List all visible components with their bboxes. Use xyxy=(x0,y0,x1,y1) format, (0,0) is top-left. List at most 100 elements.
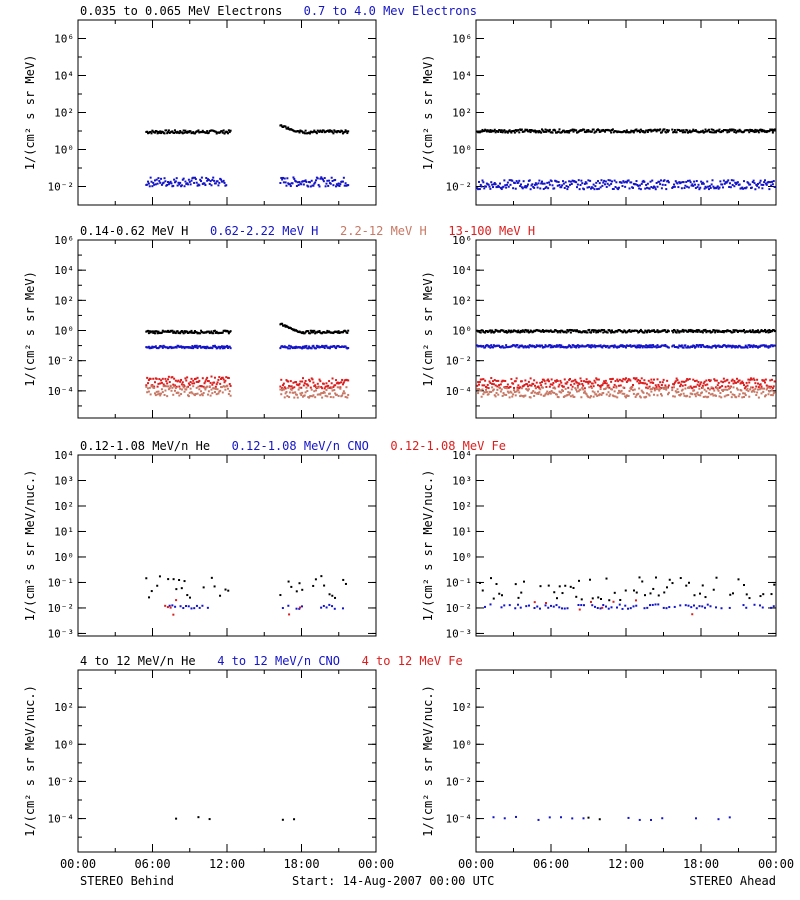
legend-entry-energetic-ions-1: 4 to 12 MeV/n CNO xyxy=(217,654,340,668)
data-point-protons-0-3-42 xyxy=(315,344,318,347)
y-tick-label-energetic-ions-0-0: 10⁻⁴ xyxy=(48,813,75,826)
data-point-electrons-0-1-77 xyxy=(346,132,349,135)
data-point-protons-1-5-48 xyxy=(518,391,521,394)
data-point-protons-1-3-75 xyxy=(736,346,739,349)
data-point-protons-1-3-112 xyxy=(769,345,772,348)
y-tick-label-protons-0-2: 10⁰ xyxy=(54,325,74,338)
data-point-energetic-ions-1-1-1 xyxy=(598,818,601,821)
data-point-electrons-1-0-51 xyxy=(520,128,523,131)
data-point-protons-0-0-62 xyxy=(199,332,202,335)
data-point-protons-1-4-158 xyxy=(614,380,617,383)
data-point-electrons-0-3-1 xyxy=(280,176,283,179)
data-point-protons-1-6-101 xyxy=(759,383,762,386)
data-point-protons-1-3-45 xyxy=(710,346,713,349)
data-point-electrons-1-1-99 xyxy=(757,131,760,134)
data-point-protons-0-4-42 xyxy=(181,381,184,384)
data-point-electrons-1-3-77 xyxy=(738,183,741,186)
data-point-electrons-1-0-78 xyxy=(544,128,547,131)
data-point-protons-1-7-95 xyxy=(754,387,757,390)
data-point-electrons-0-2-49 xyxy=(187,178,190,181)
data-point-energetic-ions-0-0-3 xyxy=(197,816,200,819)
data-point-suprathermal-ions-1-1-51 xyxy=(621,607,624,610)
data-point-electrons-1-0-61 xyxy=(529,131,532,134)
y-tick-label-electrons-0-3: 10⁴ xyxy=(54,70,74,83)
data-point-electrons-1-2-204 xyxy=(654,188,657,191)
data-point-suprathermal-ions-0-0-16 xyxy=(188,596,191,599)
data-point-protons-0-0-13 xyxy=(156,332,159,335)
data-point-protons-1-5-126 xyxy=(586,395,589,398)
data-point-electrons-0-0-21 xyxy=(163,132,166,135)
data-point-protons-1-0-84 xyxy=(549,329,552,332)
data-point-protons-0-5-80 xyxy=(214,387,217,390)
data-point-electrons-1-2-19 xyxy=(492,183,495,186)
data-point-electrons-0-2-89 xyxy=(222,179,225,182)
y-tick-label-protons-1-3: 10² xyxy=(452,294,472,307)
data-point-suprathermal-ions-1-0-57 xyxy=(633,589,635,592)
data-point-protons-1-4-199 xyxy=(650,378,653,381)
data-point-electrons-1-0-153 xyxy=(610,131,613,134)
data-point-electrons-1-3-45 xyxy=(710,183,713,186)
data-point-electrons-0-3-2 xyxy=(281,178,284,181)
data-point-electrons-1-3-35 xyxy=(701,181,704,184)
data-point-protons-1-7-5 xyxy=(675,391,678,394)
data-point-electrons-1-1-95 xyxy=(754,128,757,131)
data-point-protons-1-5-194 xyxy=(646,392,648,395)
data-point-suprathermal-ions-1-1-36 xyxy=(580,604,583,607)
data-point-suprathermal-ions-1-2-17 xyxy=(691,613,694,616)
data-point-suprathermal-ions-1-0-95 xyxy=(737,578,740,581)
data-point-protons-1-4-197 xyxy=(648,385,651,388)
data-point-protons-1-5-32 xyxy=(504,387,507,390)
data-point-electrons-1-2-168 xyxy=(623,181,626,184)
data-point-electrons-0-2-13 xyxy=(156,182,159,185)
data-point-electrons-1-2-210 xyxy=(660,179,662,182)
data-point-protons-1-7-62 xyxy=(725,394,728,397)
data-point-electrons-0-0-49 xyxy=(187,131,190,134)
data-point-electrons-1-2-216 xyxy=(665,188,668,191)
data-point-suprathermal-ions-0-2-5 xyxy=(171,604,174,607)
data-point-electrons-0-3-69 xyxy=(339,183,342,186)
data-point-protons-1-1-5 xyxy=(675,331,678,334)
data-point-electrons-1-2-23 xyxy=(496,185,499,188)
data-point-protons-1-2-112 xyxy=(574,345,577,348)
data-point-protons-1-7-116 xyxy=(772,392,775,395)
data-point-protons-1-1-20 xyxy=(688,330,691,333)
data-point-protons-1-1-105 xyxy=(763,330,766,333)
data-point-protons-0-0-2 xyxy=(147,329,150,332)
data-point-protons-1-6-61 xyxy=(724,385,727,388)
data-point-electrons-1-0-54 xyxy=(523,130,526,133)
data-point-protons-1-2-127 xyxy=(587,344,590,347)
data-point-suprathermal-ions-0-5-4 xyxy=(299,606,302,609)
data-point-electrons-0-2-42 xyxy=(181,178,184,181)
data-point-electrons-1-1-76 xyxy=(737,130,740,133)
data-point-suprathermal-ions-1-0-17 xyxy=(523,580,525,583)
data-point-electrons-1-0-192 xyxy=(644,131,647,134)
y-tick-label-protons-0-3: 10² xyxy=(54,294,74,307)
data-point-electrons-1-1-37 xyxy=(703,130,706,133)
data-point-suprathermal-ions-1-0-41 xyxy=(589,578,591,581)
data-point-electrons-1-0-218 xyxy=(667,130,669,133)
data-point-protons-0-5-52 xyxy=(190,391,193,394)
data-point-electrons-1-0-31 xyxy=(503,129,506,132)
data-point-suprathermal-ions-1-0-52 xyxy=(619,598,622,601)
data-point-suprathermal-ions-1-0-34 xyxy=(569,585,572,588)
data-point-protons-1-1-106 xyxy=(764,328,766,331)
data-point-protons-1-0-133 xyxy=(592,330,595,333)
data-point-protons-0-0-12 xyxy=(155,330,158,333)
data-point-protons-1-2-83 xyxy=(548,344,551,347)
data-point-protons-1-2-206 xyxy=(656,344,659,347)
data-point-electrons-1-2-146 xyxy=(604,183,606,186)
data-point-protons-1-7-6 xyxy=(676,388,679,391)
y-tick-label-suprathermal-ions-0-7: 10⁴ xyxy=(54,449,74,462)
data-point-electrons-1-1-13 xyxy=(682,129,685,132)
data-point-electrons-1-3-66 xyxy=(729,182,731,185)
data-point-protons-1-5-178 xyxy=(632,389,634,392)
data-point-electrons-1-1-108 xyxy=(765,131,768,134)
data-point-electrons-1-2-125 xyxy=(585,182,588,185)
data-point-suprathermal-ions-1-1-47 xyxy=(610,606,613,609)
data-point-protons-1-5-174 xyxy=(628,390,631,393)
data-point-protons-1-5-201 xyxy=(652,386,655,389)
data-point-protons-1-2-200 xyxy=(651,346,654,349)
data-point-suprathermal-ions-1-1-7 xyxy=(500,606,503,609)
data-point-electrons-0-0-43 xyxy=(182,129,185,132)
data-point-protons-1-0-91 xyxy=(555,329,558,332)
